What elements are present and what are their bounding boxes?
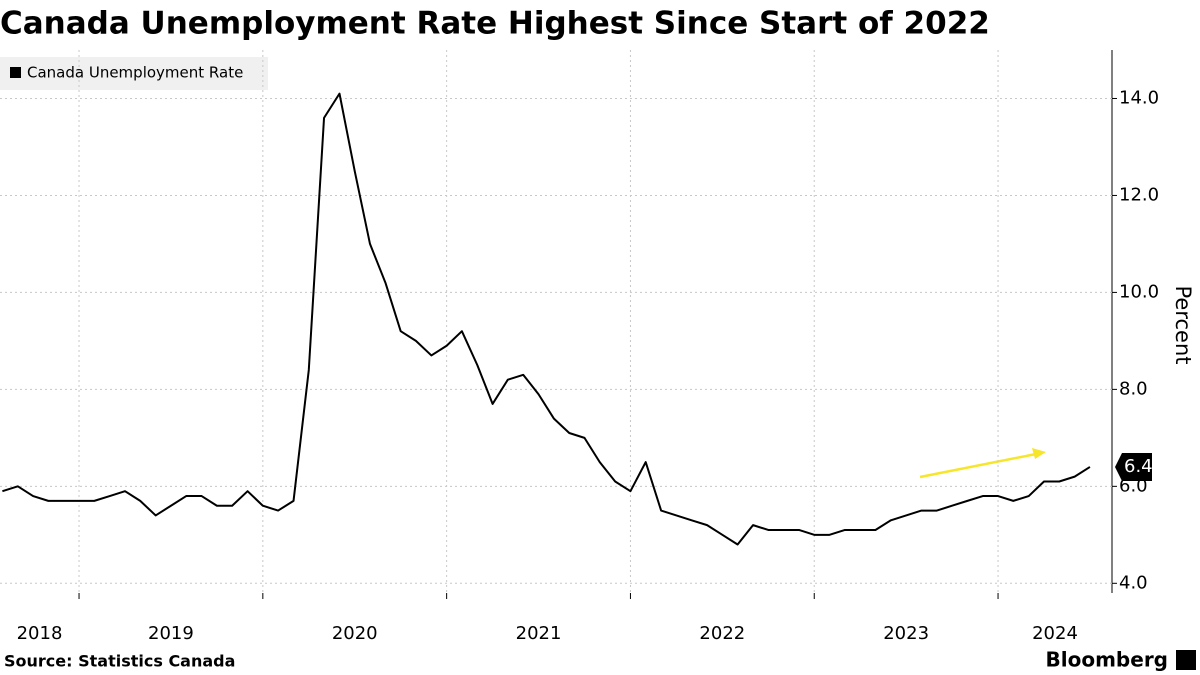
legend — [0, 57, 268, 90]
y-tick-label: 10.0 — [1119, 281, 1159, 302]
x-tick-label: 2018 — [17, 623, 63, 644]
x-tick-label: 2024 — [1032, 623, 1078, 644]
line — [2, 92, 1091, 546]
x-tick-label: 2019 — [148, 623, 194, 644]
x-tick-label: 2020 — [332, 623, 378, 644]
chart-title: Canada Unemployment Rate Highest Since S… — [0, 6, 990, 42]
brand: Bloomberg — [1046, 648, 1168, 672]
legend-label: Canada Unemployment Rate — [27, 64, 243, 82]
y-tick-label: 12.0 — [1119, 184, 1159, 205]
y-tick-label: 4.0 — [1119, 572, 1148, 593]
x-tick-label: 2023 — [883, 623, 929, 644]
x-tick-label: 2021 — [516, 623, 562, 644]
x-tick-label: 2022 — [699, 623, 745, 644]
y-axis-label: Percent — [1171, 285, 1195, 364]
last-value-label: 6.4 — [1124, 456, 1153, 477]
y-tick-label: 8.0 — [1119, 378, 1148, 399]
brand-icon — [1176, 650, 1196, 670]
annotation-arrow-head — [1032, 448, 1046, 459]
y-tick-label: 14.0 — [1119, 87, 1159, 108]
annotation-arrow — [919, 452, 1037, 479]
legend-swatch — [10, 67, 21, 78]
last-value-tag — [1115, 452, 1152, 481]
source: Source: Statistics Canada — [4, 652, 235, 671]
